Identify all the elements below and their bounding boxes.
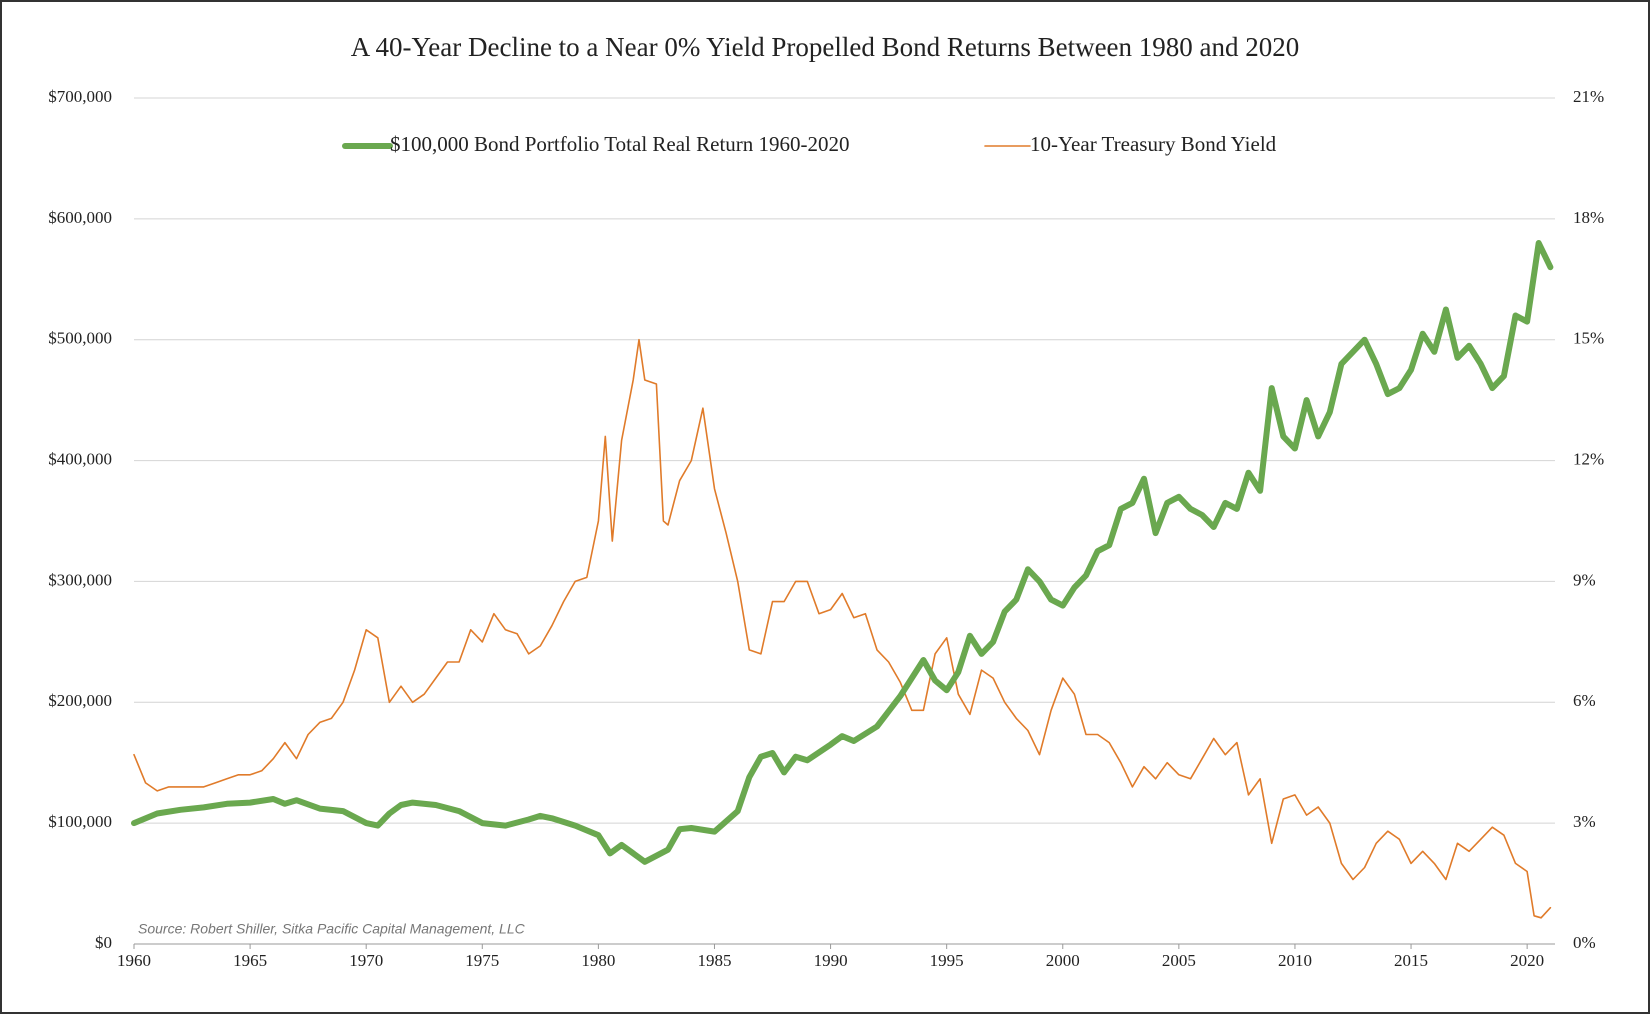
- x-tick-label: 2005: [1162, 951, 1196, 970]
- y2-tick-label: 15%: [1573, 329, 1604, 348]
- x-tick-label: 2020: [1510, 951, 1544, 970]
- x-tick-label: 2015: [1394, 951, 1428, 970]
- y-tick-label: $400,000: [48, 449, 112, 468]
- y-tick-label: $700,000: [48, 87, 112, 106]
- chart-title: A 40-Year Decline to a Near 0% Yield Pro…: [351, 32, 1300, 62]
- source-note: Source: Robert Shiller, Sitka Pacific Ca…: [138, 921, 526, 937]
- y2-tick-label: 6%: [1573, 691, 1596, 710]
- x-tick-label: 1990: [814, 951, 848, 970]
- x-tick-label: 1960: [117, 951, 151, 970]
- x-tick-label: 1985: [697, 951, 731, 970]
- x-tick-label: 1970: [349, 951, 383, 970]
- x-tick-label: 1980: [581, 951, 615, 970]
- y-tick-label: $600,000: [48, 208, 112, 227]
- y2-tick-label: 21%: [1573, 87, 1604, 106]
- y2-tick-label: 9%: [1573, 570, 1596, 589]
- series-line: [131, 240, 1554, 865]
- y-tick-label: $300,000: [48, 570, 112, 589]
- x-tick-label: 2000: [1046, 951, 1080, 970]
- series-line: [133, 338, 1552, 919]
- y2-tick-label: 12%: [1573, 449, 1604, 468]
- y-tick-label: $500,000: [48, 329, 112, 348]
- y2-tick-label: 18%: [1573, 208, 1604, 227]
- y2-tick-label: 3%: [1573, 812, 1596, 831]
- x-tick-label: 2010: [1278, 951, 1312, 970]
- legend-label: $100,000 Bond Portfolio Total Real Retur…: [390, 132, 850, 156]
- x-tick-label: 1965: [233, 951, 267, 970]
- y-tick-label: $200,000: [48, 691, 112, 710]
- y-tick-label: $100,000: [48, 812, 112, 831]
- y2-tick-label: 0%: [1573, 933, 1596, 952]
- x-tick-label: 1975: [465, 951, 499, 970]
- legend-label: 10-Year Treasury Bond Yield: [1030, 132, 1277, 156]
- y-tick-label: $0: [95, 933, 112, 952]
- x-tick-label: 1995: [930, 951, 964, 970]
